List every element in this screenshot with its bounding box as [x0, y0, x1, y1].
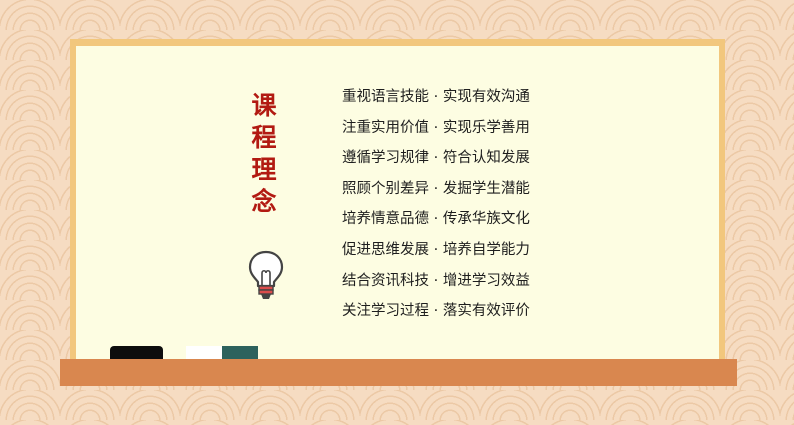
title-char: 课: [251, 91, 277, 120]
title-char: 念: [251, 187, 277, 216]
principle-item: 遵循学习规律 · 符合认知发展: [342, 150, 530, 167]
lightbulb-icon: [248, 250, 284, 299]
principle-item: 关注学习过程 · 落实有效评价: [342, 303, 530, 320]
principle-item: 促进思维发展 · 培养自学能力: [342, 241, 530, 258]
principle-item: 照顾个别差异 · 发掘学生潜能: [342, 180, 530, 197]
principles-list: 重视语言技能 · 实现有效沟通 注重实用价值 · 实现乐学善用 遵循学习规律 ·…: [342, 86, 530, 331]
board-surface: [76, 46, 719, 359]
principle-item: 结合资讯科技 · 增进学习效益: [342, 272, 530, 289]
green-eraser: [222, 346, 258, 359]
principle-item: 培养情意品德 · 传承华族文化: [342, 211, 530, 228]
title-char: 理: [251, 155, 277, 184]
white-chalk-block: [186, 346, 222, 359]
board-ledge: [60, 359, 737, 386]
title-char: 程: [251, 123, 277, 152]
principle-item: 重视语言技能 · 实现有效沟通: [342, 89, 530, 105]
principle-item: 注重实用价值 · 实现乐学善用: [342, 119, 530, 136]
black-eraser: [110, 346, 163, 359]
page-title: 课 程 理 念: [248, 92, 280, 216]
